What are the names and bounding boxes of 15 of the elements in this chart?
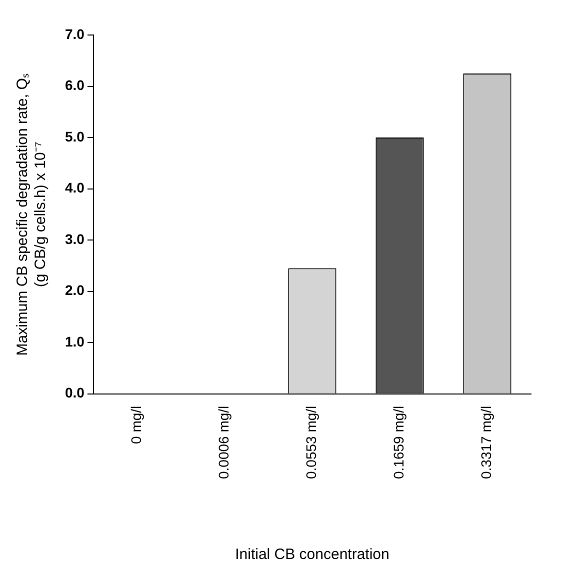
x-tick-label: 0.0553 mg/l (303, 406, 320, 480)
y-tick-label: 1.0 (64, 333, 85, 350)
y-tick-label: 4.0 (64, 180, 85, 196)
x-tick-label: 0.0006 mg/l (216, 406, 232, 480)
x-tick-label: 0.3317 mg/l (478, 406, 494, 480)
x-tick-label: 0 mg/l (128, 406, 144, 444)
y-tick-label: 0.0 (64, 384, 85, 401)
y-tick-label: 2.0 (64, 282, 85, 298)
y-tick-label: 3.0 (64, 230, 85, 247)
y-axis-title: Maximum CB specific degradation rate, Qₛ (g CB/g cells.h) x 10⁻⁷ (14, 73, 50, 356)
y-tick-label: 7.0 (64, 26, 85, 42)
y-tick-label: 5.0 (64, 128, 85, 144)
y-tick-label: 6.0 (64, 77, 85, 94)
x-axis-title: Initial CB concentration (235, 546, 390, 564)
x-tick-label: 0.1659 mg/l (390, 406, 407, 480)
